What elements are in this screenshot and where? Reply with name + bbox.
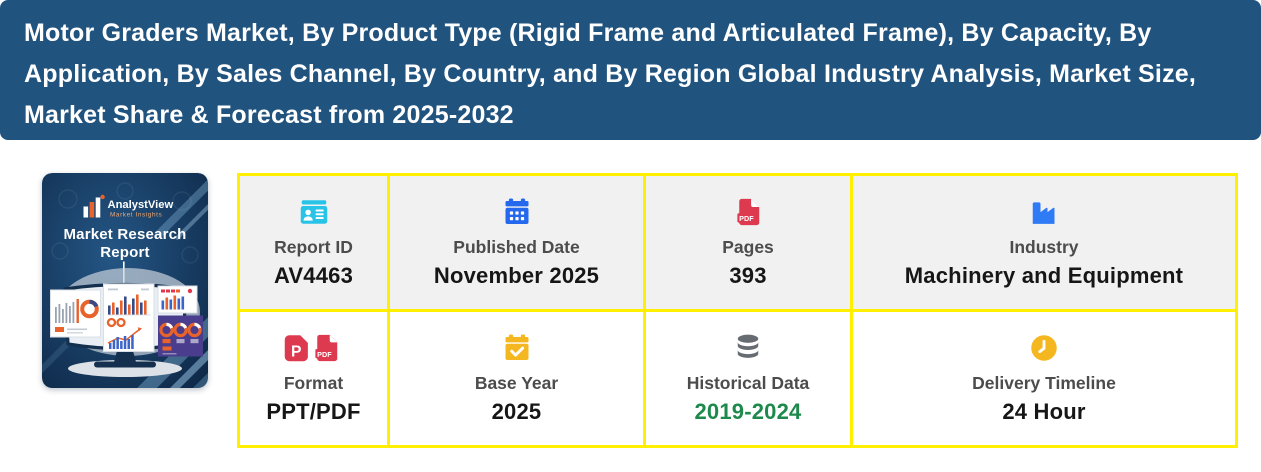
clock-icon: [1029, 332, 1059, 364]
page-title: Motor Graders Market, By Product Type (R…: [24, 13, 1237, 136]
info-cell-value: Machinery and Equipment: [904, 263, 1184, 288]
info-cell-label: Historical Data: [686, 373, 810, 393]
page-title-line-3: Market Share & Forecast from 2025-2032: [24, 101, 514, 129]
info-cell-label: Format: [283, 373, 344, 393]
info-cell-value: 24 Hour: [1002, 399, 1086, 424]
report-info-grid: Report ID AV4463 Published Date November…: [237, 173, 1238, 448]
ppt-pdf-files-icon: [282, 332, 345, 364]
info-cell: Industry Machinery and Equipment: [853, 176, 1235, 312]
cover-title-line-2: Report: [100, 244, 150, 261]
info-cell: Format PPT/PDF: [240, 312, 390, 445]
info-cell: Base Year 2025: [390, 312, 646, 445]
brand-tagline-text: Market Insights: [110, 212, 162, 219]
info-cell: Published Date November 2025: [390, 176, 646, 312]
info-cell-label: Base Year: [474, 373, 559, 393]
header-banner: Motor Graders Market, By Product Type (R…: [0, 0, 1261, 140]
page-title-line-1: Motor Graders Market, By Product Type (R…: [24, 19, 1152, 47]
calendar-icon: [502, 196, 532, 228]
info-cell-label: Industry: [1009, 237, 1079, 257]
pdf-file-icon: [733, 196, 763, 228]
info-cell-value: AV4463: [273, 263, 354, 288]
info-cell-value: PPT/PDF: [266, 399, 361, 424]
info-cell-value: 2019-2024: [694, 399, 802, 424]
report-summary-section: AnalystView Market Insights Market Resea…: [42, 173, 1261, 448]
report-cover-art: AnalystView Market Insights Market Resea…: [42, 173, 208, 388]
info-cell-label: Report ID: [274, 237, 353, 257]
info-cell: Historical Data 2019-2024: [646, 312, 853, 445]
brand-logo-icon: [83, 194, 105, 218]
info-cell-label: Pages: [722, 237, 774, 257]
info-cell: Delivery Timeline 24 Hour: [853, 312, 1235, 445]
info-cell-label: Delivery Timeline: [972, 373, 1116, 393]
report-cover-thumbnail[interactable]: AnalystView Market Insights Market Resea…: [42, 173, 208, 388]
info-cell: Pages 393: [646, 176, 853, 312]
info-cell-value: 393: [729, 263, 767, 288]
id-card-icon: [299, 196, 329, 228]
factory-icon: [1029, 196, 1059, 228]
brand-logo-text: AnalystView: [108, 199, 174, 211]
cover-title-line-1: Market Research: [63, 226, 186, 243]
info-cell-value: 2025: [491, 399, 542, 424]
info-cell: Report ID AV4463: [240, 176, 390, 312]
calendar-check-icon: [502, 332, 532, 364]
cover-monitor-illustration: [50, 268, 203, 377]
page-title-line-2: Application, By Sales Channel, By Countr…: [24, 60, 1197, 88]
info-cell-value: November 2025: [433, 263, 600, 288]
database-icon: [733, 332, 763, 364]
info-cell-label: Published Date: [453, 237, 580, 257]
